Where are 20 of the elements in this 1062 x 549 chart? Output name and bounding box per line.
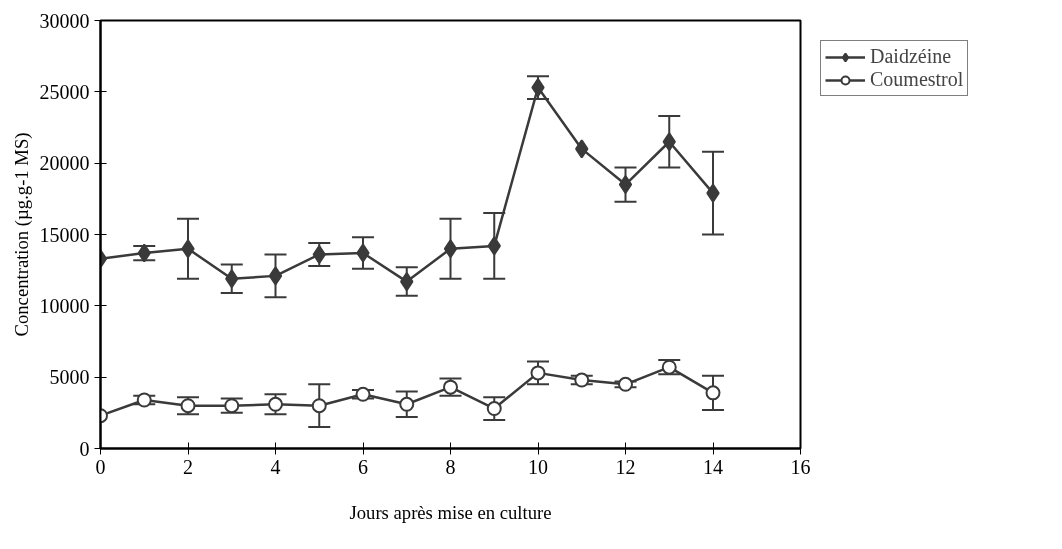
- x-tick-label: 10: [528, 455, 548, 478]
- x-tick-label: 6: [358, 455, 368, 478]
- x-tick-label: 4: [270, 455, 281, 478]
- x-tick-label: 0: [95, 455, 106, 478]
- x-tick-label: 8: [445, 455, 456, 478]
- y-axis-title: Concentration (µg.g-1 MS): [10, 132, 33, 337]
- y-tick-label: 15000: [39, 223, 90, 246]
- y-tick-label: 30000: [39, 9, 90, 32]
- x-tick-label: 2: [183, 455, 193, 478]
- x-tick-label: 14: [703, 455, 723, 478]
- y-tick-label: 10000: [39, 294, 90, 317]
- y-tick-label: 0: [79, 437, 90, 460]
- y-tick-label: 20000: [39, 152, 90, 175]
- legend-label: Daidzéine: [870, 45, 952, 68]
- x-axis-title: Jours après mise en culture: [349, 501, 552, 523]
- x-tick-label: 16: [790, 455, 811, 478]
- y-tick-label: 25000: [39, 80, 90, 103]
- legend-label: Coumestrol: [870, 68, 964, 91]
- y-tick-label: 5000: [49, 366, 90, 389]
- x-tick-label: 12: [615, 455, 636, 478]
